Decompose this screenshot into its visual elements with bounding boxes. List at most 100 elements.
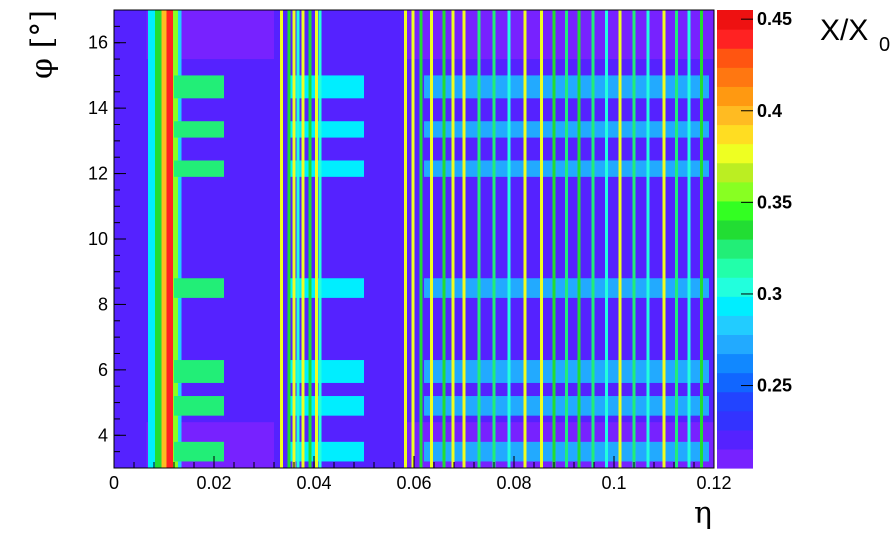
heatmap-band (289, 441, 364, 462)
colorbar-cell (717, 124, 753, 145)
plot-area (114, 10, 714, 468)
colorbar-cell (717, 258, 753, 278)
x-axis-title: η (694, 496, 712, 531)
heatmap-band (289, 278, 364, 298)
heatmap-line (687, 10, 691, 468)
heatmap-line (577, 10, 581, 468)
heatmap-line (419, 10, 423, 468)
x-tick-label: 0.1 (601, 473, 626, 493)
heatmap-band (289, 160, 364, 177)
colorbar-tick-label: 0.35 (757, 192, 792, 212)
colorbar-cell (717, 200, 753, 221)
heatmap-band (174, 278, 224, 298)
heatmap-line (591, 10, 595, 468)
heatmap-band (174, 160, 224, 177)
x-tick-label: 0.04 (296, 473, 331, 493)
heatmap-column (173, 10, 178, 468)
colorbar-cell (717, 429, 753, 450)
heatmap-line (662, 10, 666, 468)
heatmap-line (462, 10, 466, 468)
heatmap-band (289, 75, 364, 99)
x-axis: 0 0.02 0.04 0.06 0.08 0.1 0.12 (109, 456, 732, 493)
heatmap-line (618, 10, 622, 468)
colorbar-cell (717, 448, 753, 469)
heatmap-line (700, 10, 703, 468)
heatmap-column (161, 10, 167, 468)
heatmap-line (523, 10, 527, 468)
heatmap-line (605, 10, 608, 468)
colorbar-cell (717, 105, 753, 126)
x-tick-label: 0 (109, 473, 119, 493)
heatmap-line (411, 10, 415, 468)
heatmap-line (477, 10, 481, 468)
y-tick-label: 4 (98, 425, 108, 445)
x-tick-label: 0.12 (696, 473, 731, 493)
heatmap-line (442, 10, 446, 468)
y-axis-title: φ [°] (25, 10, 60, 79)
y-axis: 4 6 8 10 12 14 16 (88, 9, 126, 469)
colorbar-tick-label: 0.45 (757, 9, 792, 29)
heatmap-band (174, 396, 224, 416)
heatmap-line (430, 10, 433, 468)
heatmap-band (174, 360, 224, 383)
heatmap-line (292, 10, 296, 468)
heatmap-band (289, 121, 364, 138)
heatmap-line (287, 10, 291, 468)
colorbar-title-subscript: 0 (879, 34, 890, 56)
x-tick-label: 0.08 (496, 473, 531, 493)
y-tick-label: 12 (88, 164, 108, 184)
heatmap-line (507, 10, 511, 468)
y-tick-label: 8 (98, 294, 108, 314)
colorbar-cell (717, 48, 753, 68)
heatmap-band (174, 121, 224, 138)
heatmap-band (289, 396, 364, 416)
heatmap-column (148, 10, 155, 468)
colorbar-tick-label: 0.4 (757, 101, 782, 121)
heatmap-line (632, 10, 636, 468)
colorbar-tick-label: 0.3 (757, 284, 782, 304)
heatmap-band (174, 75, 224, 99)
colorbar-title: X/X (820, 14, 868, 47)
heatmap-column (166, 10, 173, 468)
heatmap-line (646, 10, 650, 468)
heatmap-column (178, 10, 182, 468)
colorbar-cell (717, 181, 753, 202)
y-tick-label: 6 (98, 360, 108, 380)
heatmap-line (675, 10, 678, 468)
colorbar: 0.25 0.3 0.35 0.4 0.45 (717, 9, 792, 469)
colorbar-cell (717, 410, 753, 431)
heatmap-line (301, 10, 305, 468)
heatmap-column (155, 10, 162, 468)
x-tick-label: 0.02 (196, 473, 231, 493)
colorbar-cell (717, 391, 753, 412)
heatmap-line (565, 10, 568, 468)
y-tick-label: 16 (88, 33, 108, 53)
heatmap-line (296, 10, 300, 468)
heatmap-line (492, 10, 496, 468)
colorbar-cell (717, 219, 753, 240)
heatmap-line (280, 10, 283, 468)
heatmap-band (289, 360, 364, 383)
colorbar-cell (717, 315, 753, 336)
colorbar-cell (717, 239, 753, 259)
colorbar-cell (717, 29, 753, 49)
colorbar-cell (717, 162, 753, 183)
heatmap-line (318, 10, 322, 468)
heatmap-line (451, 10, 455, 468)
colorbar-tick-label: 0.25 (757, 376, 792, 396)
colorbar-cell (717, 296, 753, 316)
colorbar-cell (717, 10, 753, 30)
heatmap-line (552, 10, 556, 468)
colorbar-cell (717, 353, 753, 374)
y-tick-label: 10 (88, 229, 108, 249)
colorbar-cell (717, 334, 753, 355)
colorbar-cell (717, 277, 753, 297)
colorbar-cell (717, 143, 753, 164)
colorbar-cell (717, 67, 753, 87)
x-tick-label: 0.06 (396, 473, 431, 493)
heatmap-line (540, 10, 543, 468)
heatmap-line (404, 10, 407, 468)
colorbar-cell (717, 372, 753, 393)
colorbar-cell (717, 86, 753, 107)
